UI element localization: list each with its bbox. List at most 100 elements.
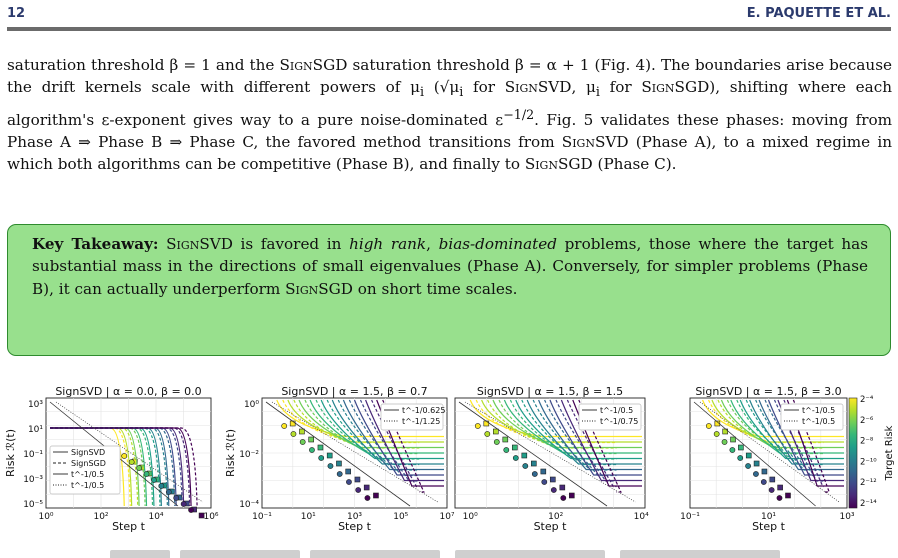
risk-curve-signsgd <box>475 399 617 444</box>
marker-square <box>568 492 575 499</box>
header-rule <box>7 27 891 31</box>
marker-square <box>530 460 537 467</box>
risk-curve-signsvd <box>702 399 844 438</box>
risk-curve-signsvd <box>739 399 844 460</box>
marker-square <box>354 476 361 483</box>
marker-square <box>753 460 760 467</box>
marker-circle <box>180 501 187 507</box>
body-paragraph: saturation threshold β = 1 and the SignS… <box>7 56 893 174</box>
marker-circle <box>705 423 712 429</box>
legend-entry: t^-1/0.5 <box>802 417 835 426</box>
marker-circle <box>776 495 783 501</box>
risk-curve-signsgd <box>764 399 824 477</box>
caption-fragment <box>110 550 170 558</box>
x-tick-label: 10¹ <box>761 512 776 522</box>
legend-entry: t^-1/0.5 <box>71 481 104 490</box>
risk-curve-signsgd <box>544 399 617 477</box>
risk-curve-signsvd <box>492 399 642 449</box>
marker-circle <box>493 439 500 445</box>
colorbar <box>848 397 858 509</box>
legend-entry: t^-1/0.5 <box>71 470 104 479</box>
marker-circle <box>512 455 519 461</box>
reference-line <box>265 401 411 507</box>
risk-curve-signsvd <box>526 399 642 465</box>
risk-curve-signsvd <box>549 399 642 476</box>
marker-circle <box>281 423 288 429</box>
marker-square <box>326 452 333 459</box>
marker-circle <box>760 479 767 485</box>
colorbar-tick: 2⁻⁴ <box>860 395 874 405</box>
y-tick-label: 10⁻² <box>239 450 259 460</box>
risk-curve-signsvd <box>538 399 642 471</box>
y-axis-label: Risk ℛ(t) <box>224 429 237 477</box>
risk-curve-signsvd <box>331 399 444 465</box>
legend-entry: SignSGD <box>71 459 106 468</box>
marker-square <box>540 468 547 475</box>
y-tick-label: 10⁻⁵ <box>23 500 43 510</box>
risk-curve-signsvd <box>376 399 444 487</box>
marker-circle <box>721 439 728 445</box>
x-tick-label: 10⁶ <box>203 512 218 522</box>
marker-circle <box>531 471 538 477</box>
legend-box <box>780 403 844 431</box>
risk-curve-signsvd <box>758 399 844 471</box>
caption-fragment <box>310 550 440 558</box>
marker-circle <box>143 471 150 477</box>
marker-circle <box>503 447 510 453</box>
marker-square <box>785 492 791 499</box>
marker-square <box>502 436 509 443</box>
marker-square <box>308 436 315 443</box>
marker-square <box>511 444 518 451</box>
marker-square <box>336 460 342 467</box>
risk-curve-signsgd <box>717 399 824 449</box>
caption-fragment <box>620 550 780 558</box>
reference-line <box>458 401 608 507</box>
risk-curve-signsvd <box>320 399 444 460</box>
marker-circle <box>768 487 775 493</box>
risk-curve-signsvd <box>767 399 844 476</box>
marker-circle <box>753 471 759 477</box>
page-header: 12 E. PAQUETTE ET AL. <box>7 6 891 24</box>
marker-square <box>198 512 205 519</box>
y-tick-label: 10³ <box>28 400 43 410</box>
x-tick-label: 10⁴ <box>148 512 163 522</box>
x-tick-label: 10² <box>93 512 108 522</box>
caption-fragment <box>455 550 605 558</box>
y-tick-label: 10⁻¹ <box>23 450 43 460</box>
marker-circle <box>484 431 491 437</box>
risk-curve-signsgd <box>348 399 420 477</box>
risk-curve-signsvd <box>560 399 642 482</box>
marker-square <box>777 484 783 491</box>
y-axis-label: Risk ℛ(t) <box>4 429 17 477</box>
colorbar-label: Target Risk <box>884 425 895 481</box>
panel-title: SignSVD | α = 1.5, β = 3.0 <box>695 385 841 398</box>
marker-circle <box>309 447 315 453</box>
risk-curve-signsgd <box>726 399 824 455</box>
x-axis-label: Step t <box>752 520 786 533</box>
legend-entry: t^-1/1.25 <box>402 417 440 426</box>
risk-curve-signsvd <box>777 399 844 482</box>
marker-circle <box>151 477 157 483</box>
marker-circle <box>522 463 529 469</box>
marker-square <box>714 420 721 427</box>
risk-curve-signsvd <box>572 399 642 487</box>
legend-box <box>578 403 642 431</box>
marker-circle <box>729 447 736 453</box>
page-number: 12 <box>7 6 26 21</box>
x-axis-label: Step t <box>112 520 146 533</box>
marker-circle <box>550 487 557 493</box>
colorbar-tick: 2⁻¹⁰ <box>860 457 877 467</box>
x-tick-label: 10⁷ <box>439 512 454 522</box>
x-axis-label: Step t <box>534 520 568 533</box>
panel-title: SignSVD | α = 1.5, β = 1.5 <box>477 385 623 398</box>
risk-curve-signsvd <box>276 399 444 438</box>
running-authors: E. PAQUETTE ET AL. <box>746 6 891 21</box>
marker-circle <box>355 487 362 493</box>
y-tick-label: 10⁰ <box>244 400 259 410</box>
x-tick-label: 10² <box>548 512 563 522</box>
marker-circle <box>128 459 135 465</box>
marker-circle <box>745 463 751 469</box>
key-takeaway-box: Key Takeaway: SignSVD is favored in high… <box>7 224 891 356</box>
caption-fragment <box>180 550 300 558</box>
marker-circle <box>299 439 306 445</box>
